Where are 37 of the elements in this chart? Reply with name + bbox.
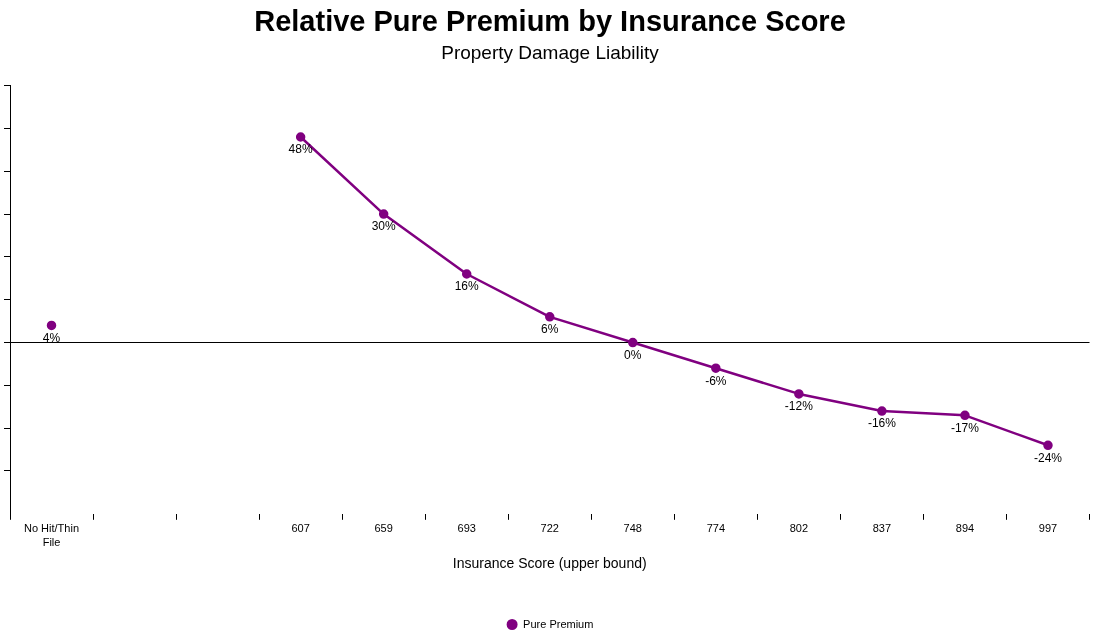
point xyxy=(1043,440,1053,451)
point xyxy=(628,337,638,348)
data-label: 6% xyxy=(541,322,559,337)
x-tick-label: 894 xyxy=(955,522,975,535)
point xyxy=(46,320,57,331)
data-label: -24% xyxy=(1033,450,1063,465)
x-tick-label: 722 xyxy=(540,522,559,535)
x-tick-label: 748 xyxy=(623,522,642,535)
data-label: 16% xyxy=(454,279,480,294)
x-tick-label: No Hit/Thin File xyxy=(24,522,80,548)
chart-title: Relative Pure Premium by Insurance Score xyxy=(254,5,846,38)
point xyxy=(794,389,804,399)
data-label: 0% xyxy=(624,347,642,362)
x-tick-label: 659 xyxy=(374,522,393,535)
x-tick-label: 774 xyxy=(706,522,726,535)
point xyxy=(877,406,887,416)
data-label: -16% xyxy=(867,416,897,431)
x-tick-label: 693 xyxy=(457,522,476,535)
x-tick-label: 607 xyxy=(291,522,310,535)
point xyxy=(461,269,472,279)
x-axis-title: Insurance Score (upper bound) xyxy=(452,555,647,572)
data-label: 30% xyxy=(371,219,397,234)
data-label: -12% xyxy=(784,399,814,414)
legend-label: Pure Premium xyxy=(523,617,594,630)
data-label: -6% xyxy=(705,373,727,388)
point xyxy=(960,410,970,421)
data-label: 4% xyxy=(42,330,61,345)
point xyxy=(545,312,555,322)
point xyxy=(295,132,306,142)
x-tick-label: 997 xyxy=(1038,522,1058,535)
data-label: -17% xyxy=(950,420,980,435)
chart-subtitle: Property Damage Liability xyxy=(441,42,660,64)
data-label: 48% xyxy=(288,142,313,157)
x-tick-label: 802 xyxy=(789,522,809,535)
point xyxy=(378,209,389,219)
x-tick-label: 837 xyxy=(872,522,892,535)
point xyxy=(711,363,721,373)
